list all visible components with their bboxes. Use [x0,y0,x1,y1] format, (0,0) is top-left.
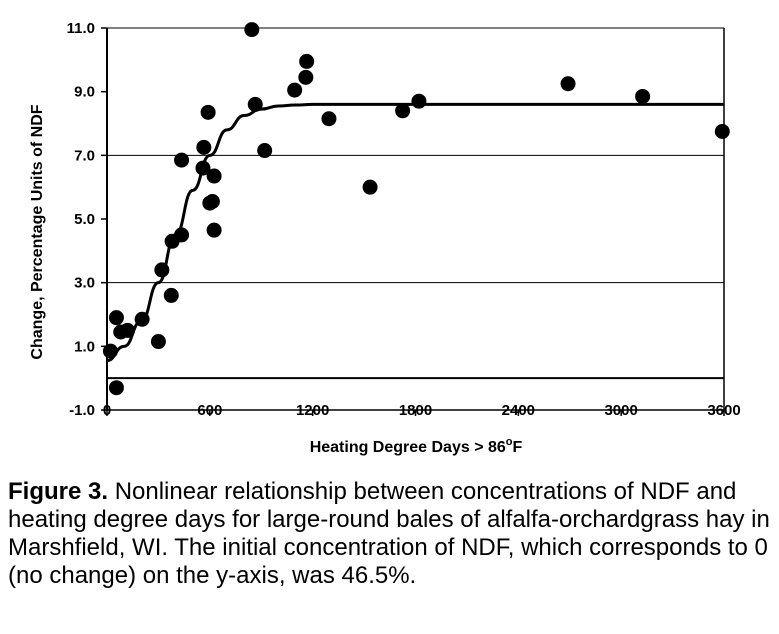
data-points [102,22,730,396]
data-point [395,103,411,119]
data-point [200,104,216,120]
data-point [298,69,314,85]
data-point [714,123,730,139]
data-point [204,193,220,209]
x-tick-label: 2400 [502,402,535,419]
x-axis-ticks: 060012001800240030003600 [103,402,741,419]
data-point [287,82,303,98]
x-tick-label: 1800 [399,402,432,419]
y-tick-label: 11.0 [67,20,95,37]
data-point [102,343,118,359]
y-tick-label: 3.0 [74,275,95,292]
x-tick-label: 3000 [604,402,637,419]
data-point [206,168,222,184]
data-point [108,380,124,396]
data-point [635,88,651,104]
chart: 060012001800240030003600 -1.01.03.05.07.… [29,20,741,456]
data-point [196,139,212,155]
data-point [150,334,166,350]
x-tick-label: 1200 [296,402,329,419]
data-point [120,322,136,338]
y-tick-label: 7.0 [74,147,95,164]
fit-curve-group [106,102,724,363]
y-axis-ticks: -1.0 1.0 3.0 5.0 7.0 9.0 11.0 [67,20,107,419]
x-axis-title: Heating Degree Days > 86oF [310,436,523,456]
caption-label: Figure 3. [8,478,109,505]
gridlines [107,27,724,380]
x-tick-label: 600 [197,402,222,419]
figure-caption: Figure 3. Nonlinear relationship between… [8,478,773,590]
data-point [362,179,378,195]
data-point [321,111,337,127]
y-tick-label: -1.0 [69,402,95,419]
y-tick-label: 9.0 [74,84,95,101]
data-point [257,143,273,159]
data-point [411,93,427,109]
axes [106,28,725,411]
data-point [195,160,211,176]
data-point [154,262,170,278]
x-tick-label: 3600 [707,402,740,419]
data-point [163,287,179,303]
data-point [206,222,222,238]
y-tick-label: 5.0 [74,211,95,228]
data-point [244,22,260,38]
data-point [560,76,576,92]
data-point [174,152,190,168]
fit-curve [106,102,724,363]
data-point [108,310,124,326]
caption-text: Nonlinear relationship between concentra… [8,478,770,589]
y-tick-label: 1.0 [74,338,95,355]
data-point [247,96,263,112]
data-point [174,227,190,243]
data-point [299,53,315,69]
y-axis-title: Change, Percentage Units of NDF [29,104,46,359]
data-point [134,311,150,327]
